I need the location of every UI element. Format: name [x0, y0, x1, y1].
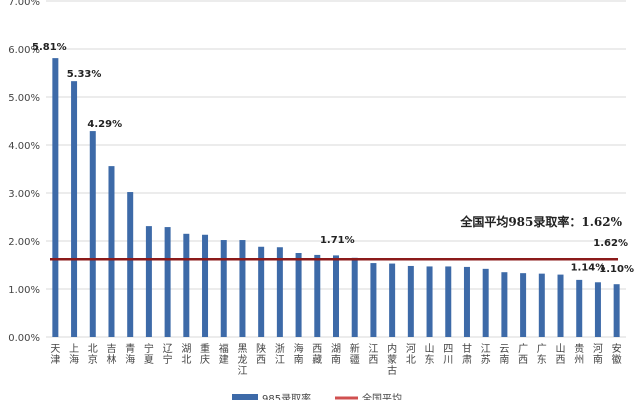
bar-西藏 [314, 254, 321, 337]
bar-江西 [370, 263, 377, 337]
x-tick-label: 河北 [406, 343, 416, 366]
bar-陕西 [258, 246, 265, 337]
y-tick-label: 4.00% [8, 141, 40, 152]
x-tick-label: 新疆 [350, 342, 360, 366]
gridlines [46, 0, 626, 338]
bar-青海 [127, 192, 134, 337]
y-tick-label: 6.00% [8, 45, 40, 56]
bar-四川 [445, 266, 452, 337]
x-tick-label: 四川 [443, 344, 453, 366]
bar-辽宁 [164, 227, 171, 337]
x-tick-label: 山西 [556, 343, 566, 366]
x-tick-label: 宁夏 [144, 342, 154, 366]
bar-海南 [295, 253, 302, 337]
x-tick-label: 吉林 [106, 343, 116, 366]
x-tick-label: 海南 [294, 342, 304, 366]
x-axis-labels: 天津上海北京吉林青海宁夏辽宁湖北重庆福建黑龙江陕西浙江海南西藏湖南新疆江西内蒙古… [50, 342, 621, 377]
bar-江苏 [482, 268, 489, 337]
bar-北京 [89, 131, 96, 337]
bar-浙江 [276, 247, 283, 337]
bar-吉林 [108, 166, 115, 337]
x-tick-label: 黑龙江 [237, 343, 247, 377]
bar-上海 [71, 81, 78, 337]
x-tick-label: 青海 [125, 342, 135, 366]
y-tick-label: 1.00% [8, 285, 40, 296]
x-tick-label: 湖北 [181, 343, 191, 366]
legend: 985录取率 全国平均 [232, 392, 402, 400]
data-label: 5.81% [32, 42, 67, 53]
x-tick-label: 安徽 [612, 342, 622, 366]
x-tick-label: 甘肃 [462, 342, 472, 366]
y-axis-ticks: 0.00% 1.00% 2.00% 3.00% 4.00% 5.00% 6.00% 7.00% [8, 0, 40, 344]
x-tick-label: 辽宁 [163, 343, 173, 366]
bar-重庆 [202, 234, 209, 337]
data-labels: 5.81% 5.33% 4.29% 1.71% 1.14%1.10% [32, 42, 634, 275]
bar-广西 [520, 273, 527, 337]
legend-label-average: 全国平均 [362, 392, 402, 400]
bar-内蒙古 [389, 263, 396, 337]
y-tick-label: 2.00% [8, 237, 40, 248]
bar-湖北 [183, 233, 190, 337]
x-tick-label: 重庆 [200, 342, 210, 366]
average-label: 1.62% [593, 238, 628, 249]
data-label: 1.71% [320, 235, 355, 246]
x-tick-label: 江西 [368, 343, 378, 366]
bar-河北 [407, 265, 414, 337]
bar-宁夏 [145, 226, 152, 337]
x-tick-label: 广西 [518, 343, 528, 366]
bar-山西 [557, 274, 564, 337]
x-tick-label: 云南 [499, 344, 509, 366]
bar-安徽 [613, 284, 620, 337]
bar-贵州 [576, 279, 583, 337]
x-tick-label: 内蒙古 [387, 342, 397, 377]
y-tick-label: 7.00% [8, 0, 40, 8]
bars [52, 58, 620, 338]
x-tick-label: 福建 [219, 342, 229, 366]
x-tick-label: 湖南 [331, 343, 341, 366]
bar-甘肃 [463, 266, 470, 337]
bar-湖南 [333, 255, 339, 337]
x-tick-label: 陕西 [256, 342, 266, 366]
x-tick-label: 北京 [88, 343, 98, 366]
bar-新疆 [351, 257, 358, 337]
x-tick-label: 河南 [593, 343, 603, 366]
legend-label-bars: 985录取率 [262, 392, 311, 400]
bar-山东 [426, 266, 433, 337]
bar-云南 [501, 272, 508, 337]
bar-广东 [538, 273, 545, 337]
x-tick-label: 上海 [69, 343, 79, 366]
bar-黑龙江 [239, 240, 246, 337]
data-label: 1.10% [599, 264, 634, 275]
legend-swatch-bars [232, 394, 258, 400]
data-label: 4.29% [87, 119, 122, 130]
y-tick-label: 3.00% [8, 189, 40, 200]
y-tick-label: 5.00% [8, 93, 40, 104]
data-label: 1.14% [571, 262, 606, 273]
bar-天津 [52, 58, 59, 338]
data-label: 5.33% [67, 69, 102, 80]
x-tick-label: 广东 [537, 343, 547, 366]
x-tick-label: 天津 [50, 344, 60, 366]
bar-福建 [220, 240, 227, 337]
x-tick-label: 山东 [425, 343, 435, 366]
x-tick-label: 江苏 [481, 343, 491, 366]
x-tick-label: 贵州 [574, 342, 584, 366]
bar-河南 [594, 282, 601, 337]
average-title: 全国平均985录取率：1.62% [459, 214, 622, 229]
y-tick-label: 0.00% [8, 333, 40, 344]
x-tick-label: 浙江 [275, 343, 285, 366]
x-tick-label: 西藏 [312, 344, 322, 366]
